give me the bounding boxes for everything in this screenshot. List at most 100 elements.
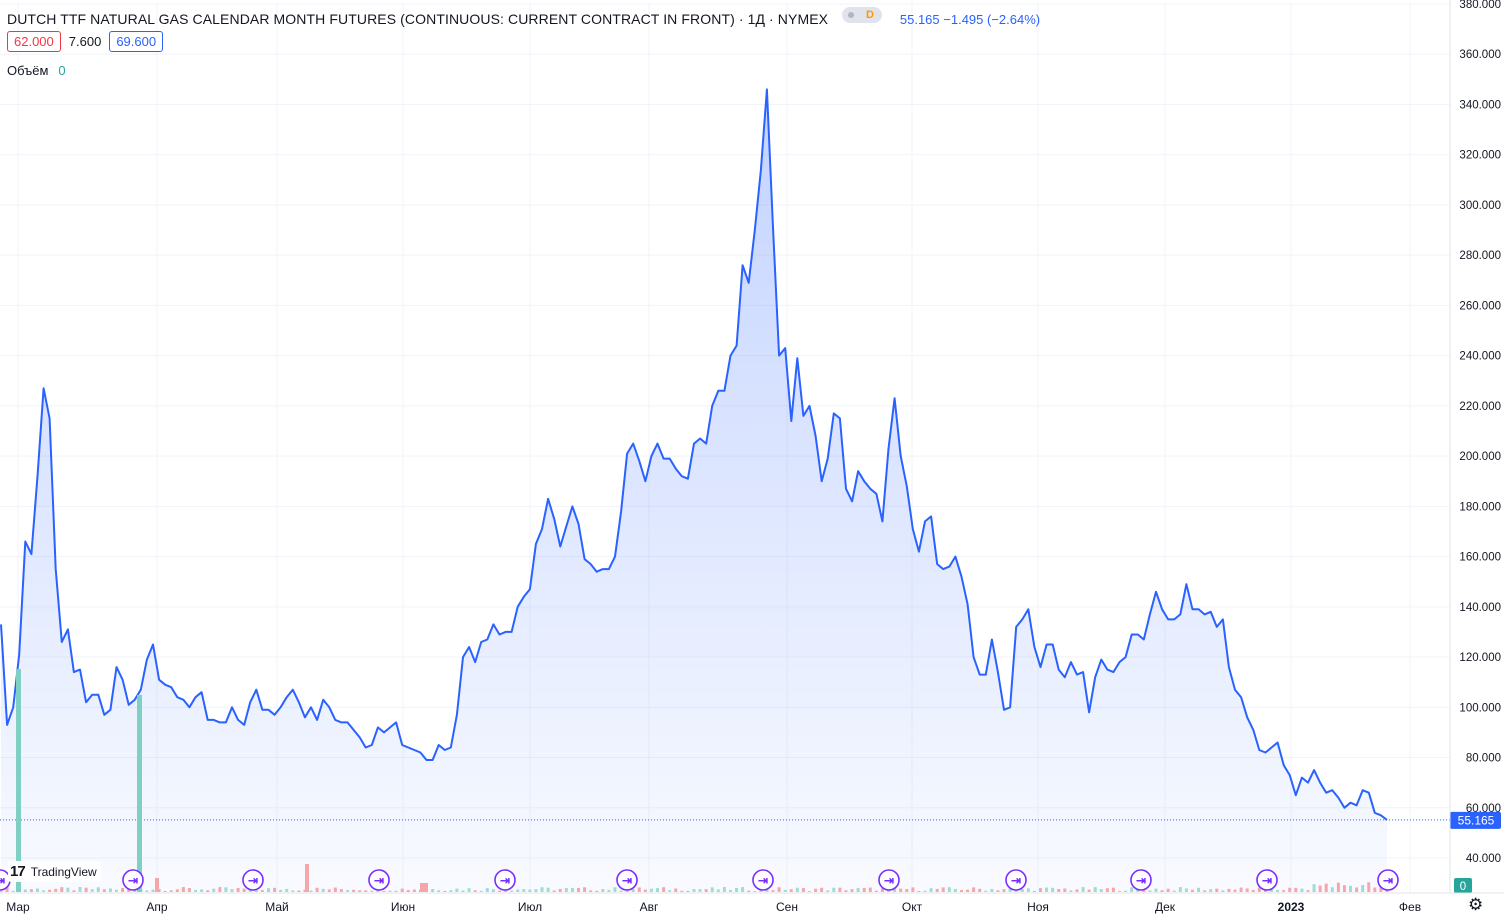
volume-bar bbox=[1178, 887, 1182, 892]
arrow-circle-icon-glyph: ⇥ bbox=[1011, 874, 1021, 888]
volume-bar bbox=[491, 889, 495, 892]
arrow-circle-icon bbox=[1377, 869, 1399, 891]
volume-bar bbox=[218, 887, 222, 892]
volume-bar bbox=[1045, 887, 1049, 892]
volume-bar bbox=[485, 888, 489, 892]
volume-bar bbox=[698, 889, 702, 892]
volume-bar bbox=[1184, 888, 1188, 892]
volume-bar bbox=[333, 887, 337, 892]
volume-bar bbox=[905, 889, 909, 892]
price-axis-tick-label: 40.000 bbox=[1466, 853, 1501, 865]
time-axis-tick-label: Июн bbox=[391, 900, 415, 914]
volume-bar bbox=[789, 889, 793, 892]
volume-bar-spike bbox=[137, 695, 142, 892]
volume-bar bbox=[169, 890, 173, 892]
price-axis-tick-label: 100.000 bbox=[1459, 702, 1501, 714]
volume-bar bbox=[911, 887, 915, 892]
volume-bar bbox=[899, 888, 903, 892]
volume-bar bbox=[771, 890, 775, 892]
volume-bar bbox=[1233, 889, 1237, 892]
status-dot bbox=[847, 12, 854, 18]
arrow-circle-icon-glyph: ⇥ bbox=[128, 874, 138, 888]
volume-bar bbox=[1081, 887, 1085, 892]
volume-bar bbox=[11, 890, 15, 892]
last-price-label-box bbox=[1450, 811, 1501, 829]
price-quote: 55.165 −1.495 (−2.64%) bbox=[900, 12, 1040, 27]
volume-bar bbox=[1209, 889, 1213, 892]
volume-bar bbox=[181, 887, 185, 892]
time-axis-tick-label: Окт bbox=[902, 900, 923, 914]
price-change-pct: (−2.64%) bbox=[987, 12, 1041, 27]
price-axis-tick-label: 60.000 bbox=[1466, 803, 1501, 815]
volume-bar bbox=[84, 887, 88, 892]
arrow-circle-icon-glyph: ⇥ bbox=[0, 874, 5, 888]
volume-bar bbox=[947, 887, 951, 892]
volume-bar bbox=[722, 887, 726, 892]
volume-bar bbox=[406, 890, 410, 892]
volume-bar bbox=[656, 888, 660, 892]
volume-bar bbox=[601, 889, 605, 892]
data-source-badge[interactable]: D bbox=[841, 7, 882, 23]
price-axis-tick-label: 220.000 bbox=[1459, 401, 1501, 413]
arrow-circle-icon-glyph: ⇥ bbox=[884, 874, 894, 888]
arrow-circle-icon-glyph: ⇥ bbox=[500, 874, 510, 888]
volume-bar bbox=[929, 888, 933, 892]
volume-bar bbox=[90, 889, 94, 892]
volume-bar bbox=[1367, 882, 1371, 892]
volume-bar bbox=[1032, 890, 1036, 892]
volume-bar bbox=[583, 887, 587, 892]
volume-bar bbox=[467, 888, 471, 892]
volume-bar bbox=[1020, 888, 1024, 892]
volume-bar bbox=[187, 888, 191, 892]
volume-bar bbox=[552, 890, 556, 892]
volume-bar bbox=[1111, 887, 1115, 892]
gear-icon[interactable]: ⚙ bbox=[1468, 895, 1484, 914]
arrow-circle-icon bbox=[616, 869, 638, 891]
tradingview-logo[interactable]: 17 TradingView bbox=[8, 861, 101, 882]
volume-bar bbox=[984, 890, 988, 892]
volume-bar bbox=[236, 887, 240, 892]
volume-bar bbox=[437, 890, 441, 892]
volume-bar bbox=[1130, 887, 1134, 892]
volume-bar bbox=[305, 864, 309, 892]
last-price: 55.165 bbox=[899, 12, 940, 27]
volume-bar bbox=[242, 888, 246, 892]
volume-bar bbox=[570, 887, 574, 892]
volume-bar bbox=[1093, 887, 1097, 892]
volume-bar bbox=[923, 890, 927, 892]
volume-bar bbox=[558, 888, 562, 892]
low-value-box: 62.000 bbox=[7, 31, 61, 52]
volume-bar bbox=[412, 889, 416, 892]
price-axis-tick-label: 360.000 bbox=[1459, 49, 1501, 61]
volume-bar bbox=[528, 889, 532, 892]
arrow-circle-icon bbox=[494, 869, 516, 891]
volume-bar bbox=[893, 887, 897, 892]
volume-bar bbox=[856, 887, 860, 892]
volume-bar bbox=[224, 887, 228, 892]
volume-bar bbox=[1203, 890, 1207, 892]
volume-bar bbox=[546, 887, 550, 892]
volume-bar bbox=[48, 889, 52, 892]
volume-bar bbox=[309, 890, 313, 892]
volume-bar bbox=[978, 888, 982, 892]
arrow-circle-icon bbox=[752, 869, 774, 891]
volume-bar bbox=[321, 888, 325, 892]
price-axis-tick-label: 340.000 bbox=[1459, 99, 1501, 111]
volume-legend[interactable]: Объём 0 bbox=[7, 63, 66, 78]
volume-bar bbox=[1051, 887, 1055, 892]
symbol-title[interactable]: DUTCH TTF NATURAL GAS CALENDAR MONTH FUT… bbox=[7, 11, 829, 27]
volume-bar bbox=[66, 887, 70, 892]
volume-bar bbox=[1245, 888, 1249, 892]
volume-bar bbox=[850, 889, 854, 892]
arrow-circle-icon bbox=[368, 869, 390, 891]
volume-bar bbox=[163, 890, 167, 892]
price-change: −1.495 bbox=[943, 12, 984, 27]
price-axis-tick-label: 80.000 bbox=[1466, 753, 1501, 765]
volume-bar bbox=[1154, 888, 1158, 892]
volume-bar bbox=[254, 889, 258, 892]
volume-bar bbox=[710, 887, 714, 892]
volume-bar bbox=[1026, 888, 1030, 892]
volume-bar bbox=[23, 889, 27, 892]
volume-bar bbox=[826, 890, 830, 892]
